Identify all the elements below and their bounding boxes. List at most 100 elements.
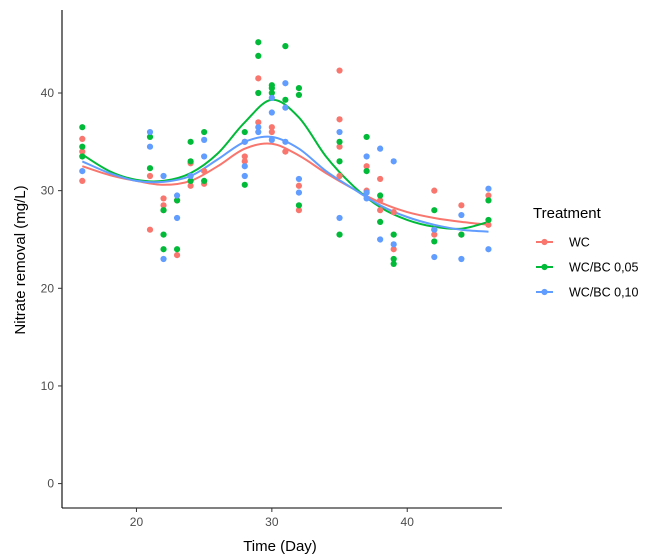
point-wc (295, 207, 303, 214)
point-wc-bc-0-10 (241, 138, 248, 145)
point-wc-bc-0-05 (390, 260, 397, 267)
legend-key-point (541, 288, 548, 296)
axes: 20 30 40 0 10 20 30 40 (41, 10, 502, 529)
point-wc-bc-0-05 (485, 216, 492, 224)
point-wc (160, 195, 167, 202)
point-wc-bc-0-05 (282, 43, 289, 50)
point-wc-bc-0-05 (295, 85, 303, 92)
point-wc-bc-0-10 (377, 145, 384, 152)
point-wc (336, 116, 343, 123)
point-wc (377, 207, 384, 214)
point-wc-bc-0-10 (187, 172, 194, 180)
point-wc-bc-0-05 (377, 218, 384, 225)
y-tick-label: 20 (41, 281, 55, 295)
point-wc-bc-0-10 (241, 172, 248, 180)
point-wc (146, 172, 154, 180)
point-wc-bc-0-10 (336, 214, 343, 222)
point-wc-bc-0-05 (201, 177, 208, 184)
point-wc-bc-0-05 (146, 165, 154, 172)
point-wc-bc-0-10 (201, 153, 208, 160)
point-wc-bc-0-10 (485, 185, 492, 192)
point-wc-bc-0-05 (187, 138, 194, 145)
point-wc-bc-0-10 (241, 163, 248, 170)
point-wc (431, 187, 438, 194)
point-wc (160, 202, 167, 209)
point-wc-bc-0-10 (79, 168, 86, 175)
point-wc-bc-0-10 (173, 214, 181, 222)
point-wc-bc-0-10 (390, 158, 397, 165)
point-wc-bc-0-05 (295, 91, 303, 99)
point-wc-bc-0-10 (431, 253, 438, 261)
legend-label: WC/BC 0,05 (569, 261, 639, 275)
point-wc-bc-0-10 (268, 94, 275, 101)
point-wc (295, 182, 303, 189)
legend-label: WC (569, 236, 590, 250)
point-wc-bc-0-10 (431, 226, 438, 233)
point-wc-bc-0-10 (160, 255, 167, 263)
point-wc-bc-0-10 (390, 241, 397, 248)
point-wc (79, 135, 86, 142)
point-wc-bc-0-05 (241, 128, 248, 136)
point-wc-bc-0-05 (160, 207, 167, 214)
point-wc-bc-0-10 (160, 172, 167, 180)
point-wc (363, 163, 370, 170)
point-wc-bc-0-05 (363, 133, 370, 141)
point-wc (390, 209, 397, 216)
point-wc-bc-0-05 (160, 246, 167, 253)
point-wc-bc-0-10 (336, 128, 343, 136)
point-wc-bc-0-10 (295, 175, 303, 183)
point-wc (201, 168, 208, 175)
point-wc-bc-0-10 (146, 128, 154, 136)
point-wc (485, 221, 492, 228)
point-wc (268, 128, 275, 136)
point-wc (268, 124, 275, 131)
point-wc-bc-0-10 (255, 128, 262, 136)
point-wc-bc-0-05 (485, 197, 492, 204)
point-wc-bc-0-05 (187, 177, 194, 184)
point-wc-bc-0-05 (173, 197, 181, 204)
point-wc (173, 251, 181, 259)
point-wc-bc-0-05 (187, 158, 194, 165)
point-wc-bc-0-10 (363, 195, 370, 202)
point-wc-bc-0-10 (282, 104, 289, 111)
x-tick-label: 20 (130, 515, 144, 529)
point-wc-bc-0-10 (173, 192, 181, 199)
y-tick-label: 10 (41, 379, 55, 393)
point-wc-bc-0-10 (146, 143, 154, 150)
point-wc (336, 143, 343, 150)
point-wc (336, 172, 343, 180)
point-wc-bc-0-10 (282, 138, 289, 145)
legend-key-point (541, 263, 548, 271)
point-wc-bc-0-05 (295, 202, 303, 209)
point-wc-bc-0-05 (458, 231, 465, 238)
point-wc-bc-0-10 (201, 136, 208, 143)
point-wc (241, 158, 248, 165)
point-wc-bc-0-10 (363, 189, 370, 196)
point-wc-bc-0-05 (146, 133, 154, 141)
y-tick-label: 30 (41, 184, 55, 198)
trend-line-wc-bc-0-05 (81, 98, 489, 230)
legend-item-wc-bc-0-10: WC/BC 0,10 (536, 286, 639, 300)
point-wc-bc-0-05 (336, 231, 343, 238)
point-wc-bc-0-05 (241, 181, 248, 188)
point-wc-bc-0-05 (255, 52, 262, 59)
y-axis-title: Nitrate removal (mg/L) (12, 185, 29, 334)
point-wc (241, 153, 248, 160)
point-wc (282, 148, 289, 155)
legend-key-point (541, 238, 548, 246)
point-wc (458, 202, 465, 209)
legend-title: Treatment (533, 205, 602, 222)
point-wc (79, 148, 86, 155)
point-wc-bc-0-05 (390, 231, 397, 238)
point-wc (79, 177, 86, 184)
point-wc (146, 226, 154, 233)
point-wc-bc-0-10 (363, 153, 370, 160)
point-wc (431, 231, 438, 238)
point-wc (377, 175, 384, 183)
point-wc-bc-0-05 (160, 231, 167, 238)
y-tick-label: 0 (47, 477, 54, 491)
point-wc (336, 67, 343, 74)
point-wc-bc-0-10 (268, 136, 275, 143)
point-wc (187, 182, 194, 189)
point-wc-bc-0-10 (295, 189, 303, 196)
